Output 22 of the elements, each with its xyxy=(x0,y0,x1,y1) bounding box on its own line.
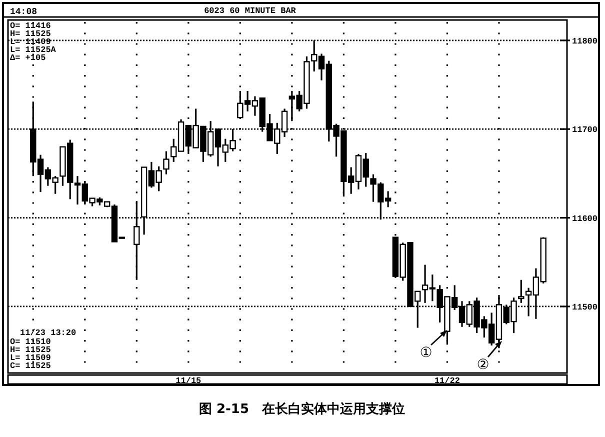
annotation: 11/23 13:20 xyxy=(20,328,76,338)
candlestick xyxy=(518,279,524,304)
x-tick-label: 11/22 xyxy=(434,376,460,386)
annotation: H= 11525 xyxy=(10,29,51,39)
annotation: ② xyxy=(476,357,490,373)
annotation: C= 11525 xyxy=(10,361,51,371)
y-tick-label: 11800 xyxy=(572,36,598,46)
y-tick-label: 11600 xyxy=(572,214,598,224)
annotation: ① xyxy=(420,345,432,361)
annotation: O= 11416 xyxy=(10,21,51,31)
y-tick-label: 11700 xyxy=(572,125,598,136)
annotation: L= 11509 xyxy=(10,353,51,363)
annotation: O= 11510 xyxy=(10,337,51,347)
chart-title: 6023 60 MINUTE BAR xyxy=(204,6,297,16)
annotation: L= 11525A xyxy=(10,45,57,55)
candlestick xyxy=(163,150,170,176)
text: 14:08 xyxy=(10,7,38,17)
y-tick-label: 11500 xyxy=(572,302,598,312)
caption: 图 2-15 在长白实体中运用支撑位 xyxy=(198,401,406,417)
annotation: H= 11525 xyxy=(10,345,51,355)
annotation: Δ= +105 xyxy=(10,53,46,63)
x-tick-label: 11/15 xyxy=(176,376,202,386)
